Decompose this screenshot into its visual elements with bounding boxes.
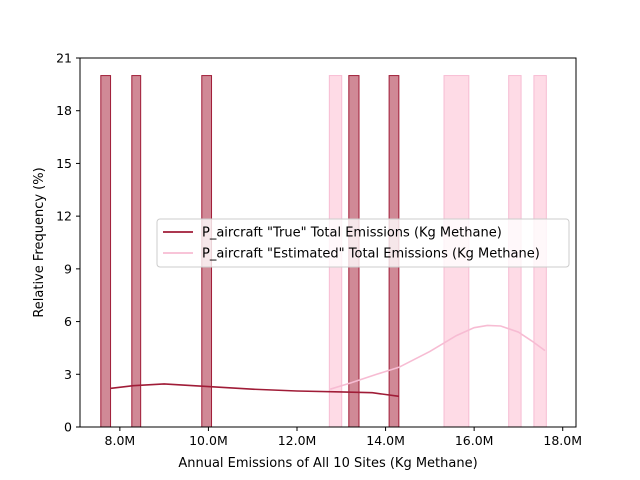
x-tick-label: 18.0M xyxy=(543,433,582,448)
x-axis-label: Annual Emissions of All 10 Sites (Kg Met… xyxy=(178,456,477,471)
legend-label: P_aircraft "True" Total Emissions (Kg Me… xyxy=(202,226,502,241)
x-tick-label: 8.0M xyxy=(105,433,136,448)
y-tick-label: 3 xyxy=(64,367,72,382)
kde-curve xyxy=(329,324,546,390)
x-tick-label: 10.0M xyxy=(189,433,228,448)
y-tick-label: 18 xyxy=(56,103,72,118)
x-tick-label: 14.0M xyxy=(366,433,405,448)
plot-frame xyxy=(79,57,577,428)
y-tick-label: 0 xyxy=(64,420,72,435)
y-axis-label: Relative Frequency (%) xyxy=(32,167,47,317)
y-tick-label: 9 xyxy=(64,261,72,276)
kde-curve xyxy=(110,383,400,398)
legend-box xyxy=(156,218,570,268)
x-tick-label: 16.0M xyxy=(455,433,494,448)
x-tick-label: 12.0M xyxy=(278,433,317,448)
y-tick-label: 6 xyxy=(64,314,72,329)
legend-label: P_aircraft "Estimated" Total Emissions (… xyxy=(202,247,540,262)
y-tick-label: 15 xyxy=(56,156,72,171)
y-tick-label: 12 xyxy=(56,209,72,224)
legend: P_aircraft "True" Total Emissions (Kg Me… xyxy=(156,218,570,268)
kde-layer xyxy=(110,324,546,398)
y-axis: 0 3 6 9 12 15 18 21 xyxy=(56,51,80,435)
histogram-bar xyxy=(131,75,142,428)
histogram-bar xyxy=(100,75,112,428)
x-axis: 8.0M 10.0M 12.0M 14.0M 16.0M 18.0M xyxy=(105,427,582,448)
y-tick-label: 21 xyxy=(56,51,72,66)
